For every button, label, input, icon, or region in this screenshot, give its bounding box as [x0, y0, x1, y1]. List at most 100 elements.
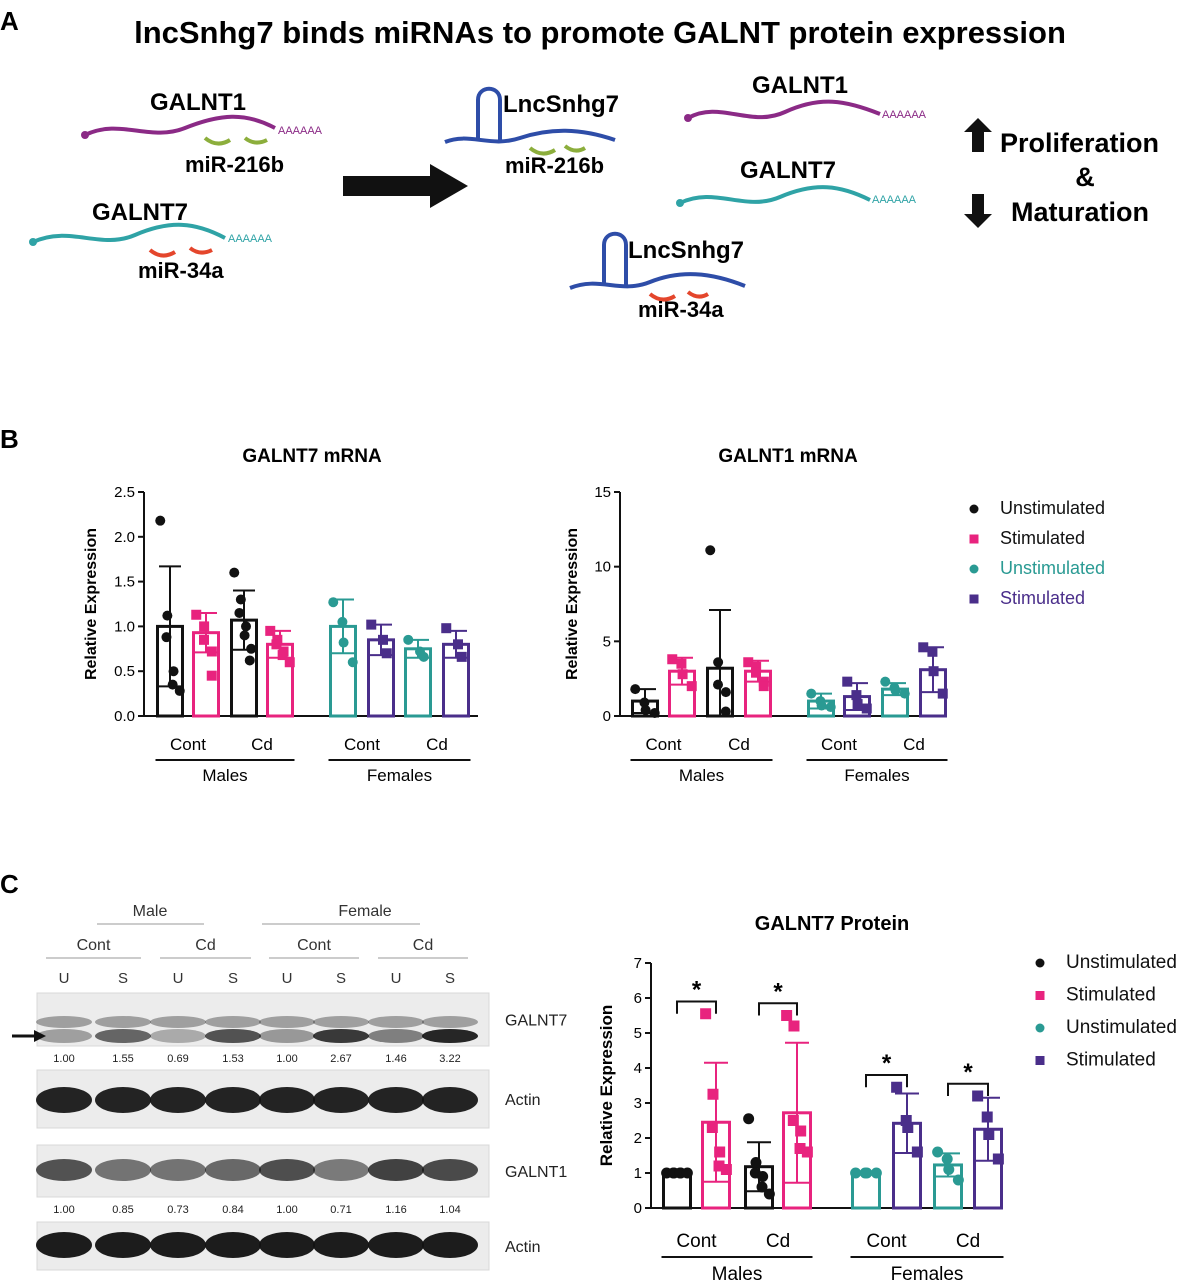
left-mir34-strand: [148, 246, 213, 258]
schematic-title: lncSnhg7 binds miRNAs to promote GALNT p…: [134, 15, 1066, 50]
data-point: [743, 1113, 755, 1125]
significance-bracket: [758, 1002, 798, 1016]
legend-label: Stimulated: [1000, 588, 1085, 608]
data-point: [441, 623, 452, 634]
sex-label: Males: [712, 1264, 763, 1281]
blot-row-label: Actin: [505, 1092, 541, 1109]
blot-band: [36, 1232, 92, 1258]
legend-label: Stimulated: [1066, 1050, 1156, 1071]
blot-band: [313, 1029, 369, 1043]
data-point: [161, 632, 172, 643]
blot-band: [368, 1016, 424, 1028]
group-label: Cd: [251, 735, 273, 754]
data-point: [806, 688, 817, 699]
panel-b-letter: B: [0, 424, 19, 454]
panel-a-letter: A: [0, 6, 19, 36]
blot-band: [422, 1087, 478, 1113]
blot-quant-value: 0.85: [112, 1204, 133, 1216]
right-galnt1-cap: [684, 114, 692, 122]
sex-label: Females: [891, 1264, 964, 1281]
data-point: [229, 567, 240, 578]
data-point: [787, 1115, 799, 1126]
group-label: Cont: [646, 735, 682, 754]
mid-lnc-hairpin: [476, 86, 502, 140]
y-tick-label: 15: [594, 484, 611, 501]
blot-band: [205, 1159, 261, 1181]
right-galnt7-polya: AAAAAA: [872, 194, 917, 206]
bottom-lnc-rna: [569, 272, 746, 290]
data-point: [649, 708, 660, 719]
group-label: Cont: [866, 1231, 907, 1252]
data-point: [640, 705, 651, 716]
y-tick-label: 2: [634, 1130, 642, 1147]
data-point: [456, 651, 467, 662]
legend-b: Unstimulated Stimulated Unstimulated Stimul…: [969, 498, 1105, 608]
blot-band: [150, 1016, 206, 1028]
data-point: [981, 1111, 993, 1123]
data-point: [713, 1160, 725, 1172]
blot-band: [205, 1029, 261, 1043]
y-tick-label: 6: [634, 990, 642, 1007]
data-point: [952, 1174, 964, 1186]
data-point: [630, 684, 641, 695]
up-arrow-icon: [964, 118, 992, 152]
y-tick-label: 1: [634, 1165, 642, 1182]
data-point: [795, 1125, 807, 1137]
data-point: [191, 609, 202, 620]
blot-quant-value: 0.71: [330, 1204, 351, 1216]
significance-star: *: [963, 1059, 973, 1086]
blot-band: [259, 1087, 315, 1113]
legend-marker: [969, 564, 979, 574]
blot-quant-value: 0.69: [167, 1053, 188, 1065]
data-point: [918, 642, 929, 653]
blot-band: [313, 1016, 369, 1028]
blot-band: [422, 1159, 478, 1181]
sex-label: Males: [202, 766, 247, 785]
left-galnt1-label: GALNT1: [150, 89, 246, 116]
legend-label: Stimulated: [1066, 985, 1156, 1006]
data-point: [667, 654, 678, 665]
blot-row-label: GALNT7: [505, 1013, 567, 1030]
bottom-lnc-hairpin: [602, 231, 628, 285]
blot-band: [368, 1159, 424, 1181]
y-tick-label: 5: [603, 633, 611, 650]
blot-band: [95, 1087, 151, 1113]
blot-sex-label: Female: [338, 903, 391, 920]
group-label: Cont: [676, 1231, 717, 1252]
data-point: [842, 676, 853, 687]
y-tick-label: 2.0: [114, 529, 135, 546]
group-label: Cont: [170, 735, 206, 754]
right-galnt1-rna: [687, 99, 881, 120]
blot-band: [95, 1159, 151, 1181]
bottom-lnc-label: LncSnhg7: [628, 237, 744, 264]
blot-lane-label: S: [336, 970, 346, 987]
data-point: [756, 1181, 768, 1193]
data-point: [825, 702, 836, 713]
data-point: [781, 1010, 793, 1021]
y-axis-label: Relative Expression: [83, 528, 100, 680]
panel-a: A lncSnhg7 binds miRNAs to promote GALNT…: [0, 6, 1159, 322]
blot-treatment-label: Cd: [413, 937, 433, 954]
data-point: [347, 657, 358, 668]
left-mir34-label: miR-34a: [138, 258, 224, 283]
data-point: [751, 661, 762, 672]
blot-quant-value: 1.46: [385, 1053, 406, 1065]
data-point: [788, 1020, 800, 1032]
significance-star: *: [692, 977, 702, 1004]
data-point: [928, 666, 939, 677]
blot-band: [36, 1029, 92, 1043]
data-point: [801, 1146, 813, 1158]
left-galnt7-polya: AAAAAA: [228, 233, 273, 245]
data-point: [891, 1081, 903, 1093]
group-label: Cont: [344, 735, 380, 754]
blot-lane-label: U: [391, 970, 402, 987]
data-point: [174, 685, 185, 696]
y-tick-label: 10: [594, 559, 611, 576]
data-point: [235, 594, 246, 605]
data-point: [705, 545, 716, 556]
blot-band: [259, 1016, 315, 1028]
left-galnt7-cap: [29, 238, 37, 246]
data-point: [284, 657, 295, 668]
y-axis-label: Relative Expression: [564, 528, 581, 680]
data-point: [453, 639, 463, 650]
